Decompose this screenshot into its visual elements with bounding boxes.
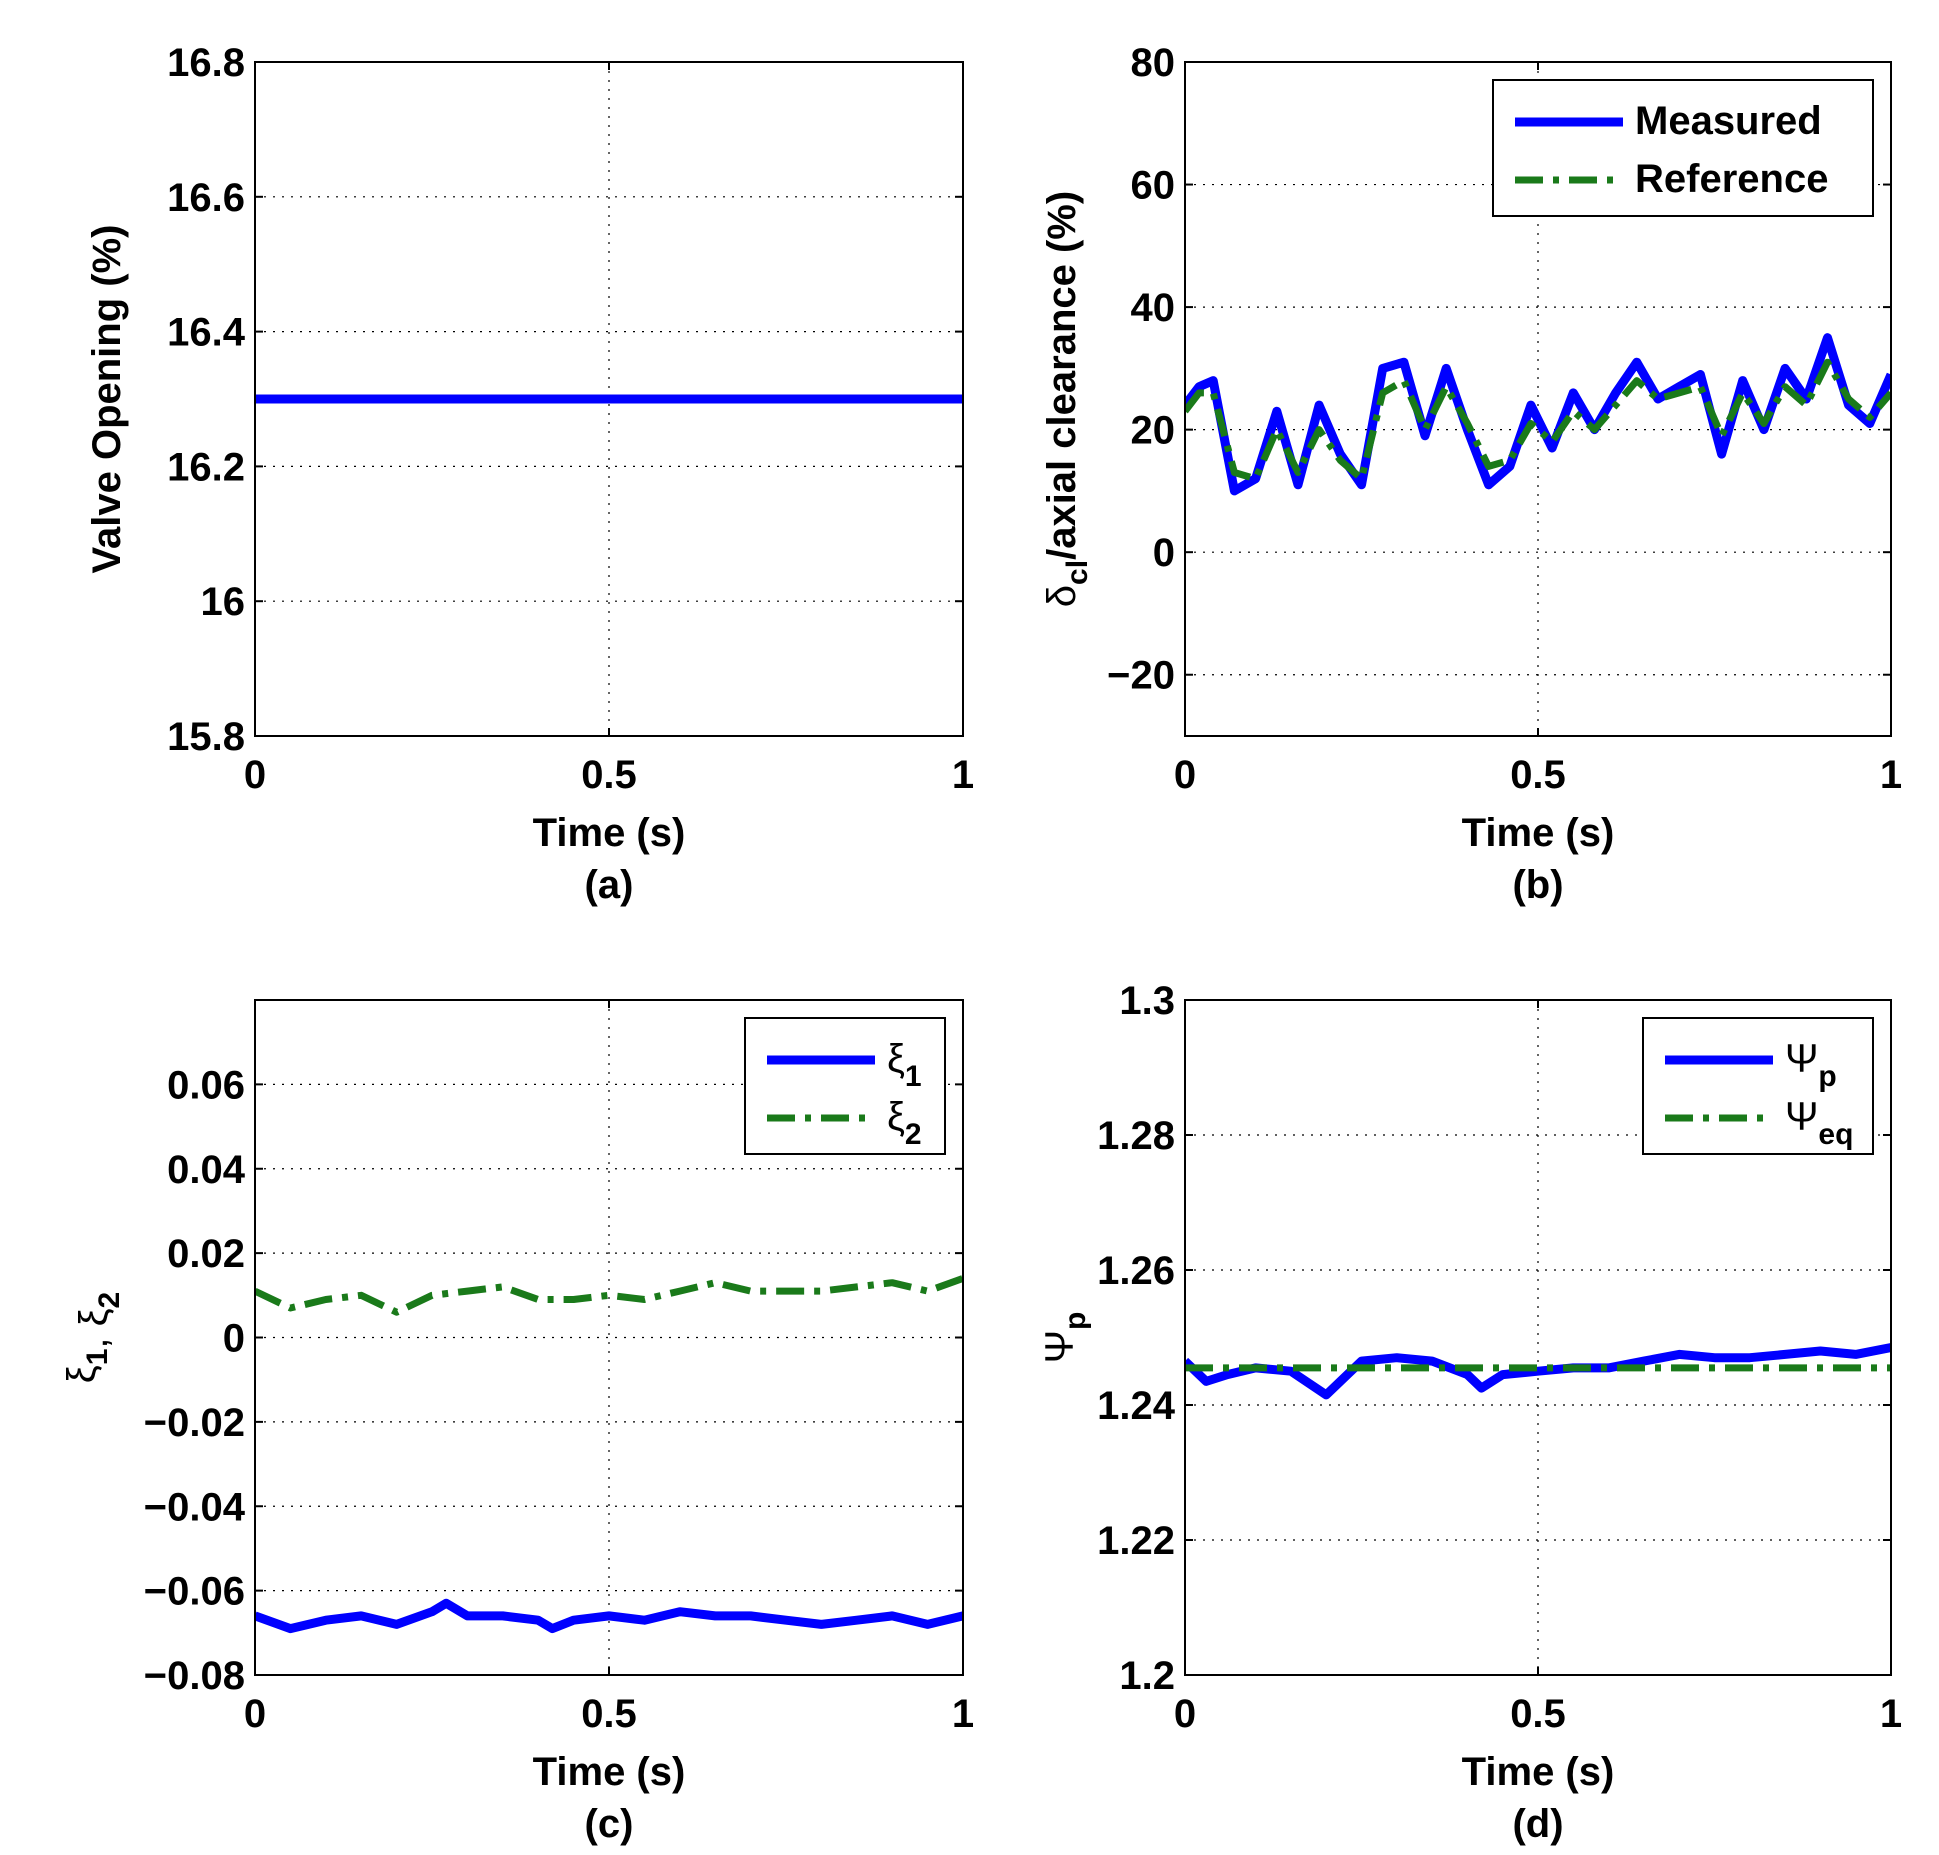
panel-caption: (d) bbox=[1512, 1802, 1563, 1846]
y-tick-label: 0 bbox=[1153, 531, 1175, 575]
panel-b: 0 0.5 1 −20 0 20 40 60 80 Time (s) (b) δcl/axial cl… bbox=[1040, 41, 1902, 907]
y-axis-label: Ψp bbox=[1038, 1312, 1092, 1364]
axes-frame bbox=[1184, 61, 1892, 737]
axes-frame bbox=[1184, 999, 1892, 1676]
x-tick-label: 0 bbox=[244, 1692, 266, 1736]
panel-caption: (c) bbox=[585, 1802, 634, 1846]
y-tick-label: 0 bbox=[223, 1317, 245, 1361]
y-axis-label: ξ1, ξ2 bbox=[60, 1292, 126, 1383]
legend-box bbox=[744, 1017, 946, 1155]
legend-label: Measured bbox=[1635, 99, 1822, 143]
x-tick-label: 1 bbox=[1880, 753, 1902, 797]
x-tick-label: 1 bbox=[1880, 1692, 1902, 1736]
y-tick-label: 20 bbox=[1131, 409, 1176, 453]
legend-label: Ψp bbox=[1785, 1037, 1837, 1093]
x-axis-label: Time (s) bbox=[533, 1750, 686, 1794]
panel-c: 0 0.5 1 −0.08 −0.06 −0.04 −0.02 0 0.02 0.04 0.06 Ti… bbox=[60, 999, 974, 1846]
panel-caption: (b) bbox=[1512, 863, 1563, 907]
y-tick-label: 60 bbox=[1131, 164, 1176, 208]
y-tick-label: 1.22 bbox=[1097, 1519, 1175, 1563]
y-tick-label: 0.04 bbox=[167, 1148, 246, 1192]
legend-label: Ψeq bbox=[1785, 1095, 1853, 1151]
legend-label: ξ1 bbox=[887, 1037, 922, 1093]
y-tick-label: −20 bbox=[1107, 654, 1175, 698]
x-tick-label: 0 bbox=[1174, 753, 1196, 797]
legend: Measured Reference bbox=[1492, 79, 1874, 217]
y-tick-label: 80 bbox=[1131, 41, 1176, 85]
x-tick-label: 0 bbox=[1174, 1692, 1196, 1736]
x-tick-label: 0.5 bbox=[1510, 753, 1566, 797]
series-line-c-0 bbox=[255, 1598, 963, 1634]
y-tick-label: 1.3 bbox=[1119, 979, 1175, 1023]
y-tick-label: 15.8 bbox=[167, 715, 245, 759]
y-tick-label: 0.02 bbox=[167, 1232, 245, 1276]
series-line-c-1 bbox=[255, 1275, 963, 1316]
x-axis-label: Time (s) bbox=[1462, 1750, 1615, 1794]
y-tick-label: 16.4 bbox=[167, 311, 246, 355]
y-tick-label: 16.6 bbox=[167, 176, 245, 220]
x-tick-label: 0.5 bbox=[581, 1692, 637, 1736]
y-axis-label: δcl/axial clearance (%) bbox=[1040, 191, 1094, 607]
y-tick-label: 1.28 bbox=[1097, 1114, 1175, 1158]
y-tick-label: −0.08 bbox=[144, 1654, 245, 1698]
axes-frame bbox=[254, 61, 964, 737]
x-axis-label: Time (s) bbox=[1462, 811, 1615, 855]
legend-box bbox=[1492, 79, 1874, 217]
x-tick-label: 0.5 bbox=[1510, 1692, 1566, 1736]
y-tick-label: 1.24 bbox=[1097, 1384, 1176, 1428]
panel-a: 0 0.5 1 15.8 16 16.2 16.4 16.6 16.8 Time (s) (a) Va… bbox=[85, 41, 974, 907]
x-tick-label: 0.5 bbox=[581, 753, 637, 797]
legend-label: Reference bbox=[1635, 157, 1828, 201]
x-tick-label: 1 bbox=[952, 1692, 974, 1736]
y-tick-label: 16.8 bbox=[167, 41, 245, 85]
x-axis-label: Time (s) bbox=[533, 811, 686, 855]
series-line-b-1 bbox=[1185, 358, 1891, 483]
x-tick-label: 1 bbox=[952, 753, 974, 797]
y-tick-label: 1.26 bbox=[1097, 1249, 1175, 1293]
panel-d: 0 0.5 1 1.2 1.22 1.24 1.26 1.28 1.3 Time (s) (d) Ψp… bbox=[1038, 979, 1902, 1846]
y-tick-label: 16 bbox=[201, 580, 246, 624]
x-tick-label: 0 bbox=[244, 753, 266, 797]
legend-box bbox=[1642, 1017, 1874, 1155]
y-tick-label: 16.2 bbox=[167, 445, 245, 489]
y-tick-label: 0.06 bbox=[167, 1063, 245, 1107]
y-tick-label: −0.04 bbox=[144, 1485, 246, 1529]
y-tick-label: −0.06 bbox=[144, 1570, 245, 1614]
axes-frame bbox=[254, 999, 964, 1676]
panel-caption: (a) bbox=[585, 863, 634, 907]
y-tick-label: 1.2 bbox=[1119, 1654, 1175, 1698]
y-axis-label: Valve Opening (%) bbox=[85, 225, 129, 574]
y-tick-label: −0.02 bbox=[144, 1401, 245, 1445]
y-tick-label: 40 bbox=[1131, 286, 1176, 330]
legend-label: ξ2 bbox=[887, 1095, 922, 1151]
